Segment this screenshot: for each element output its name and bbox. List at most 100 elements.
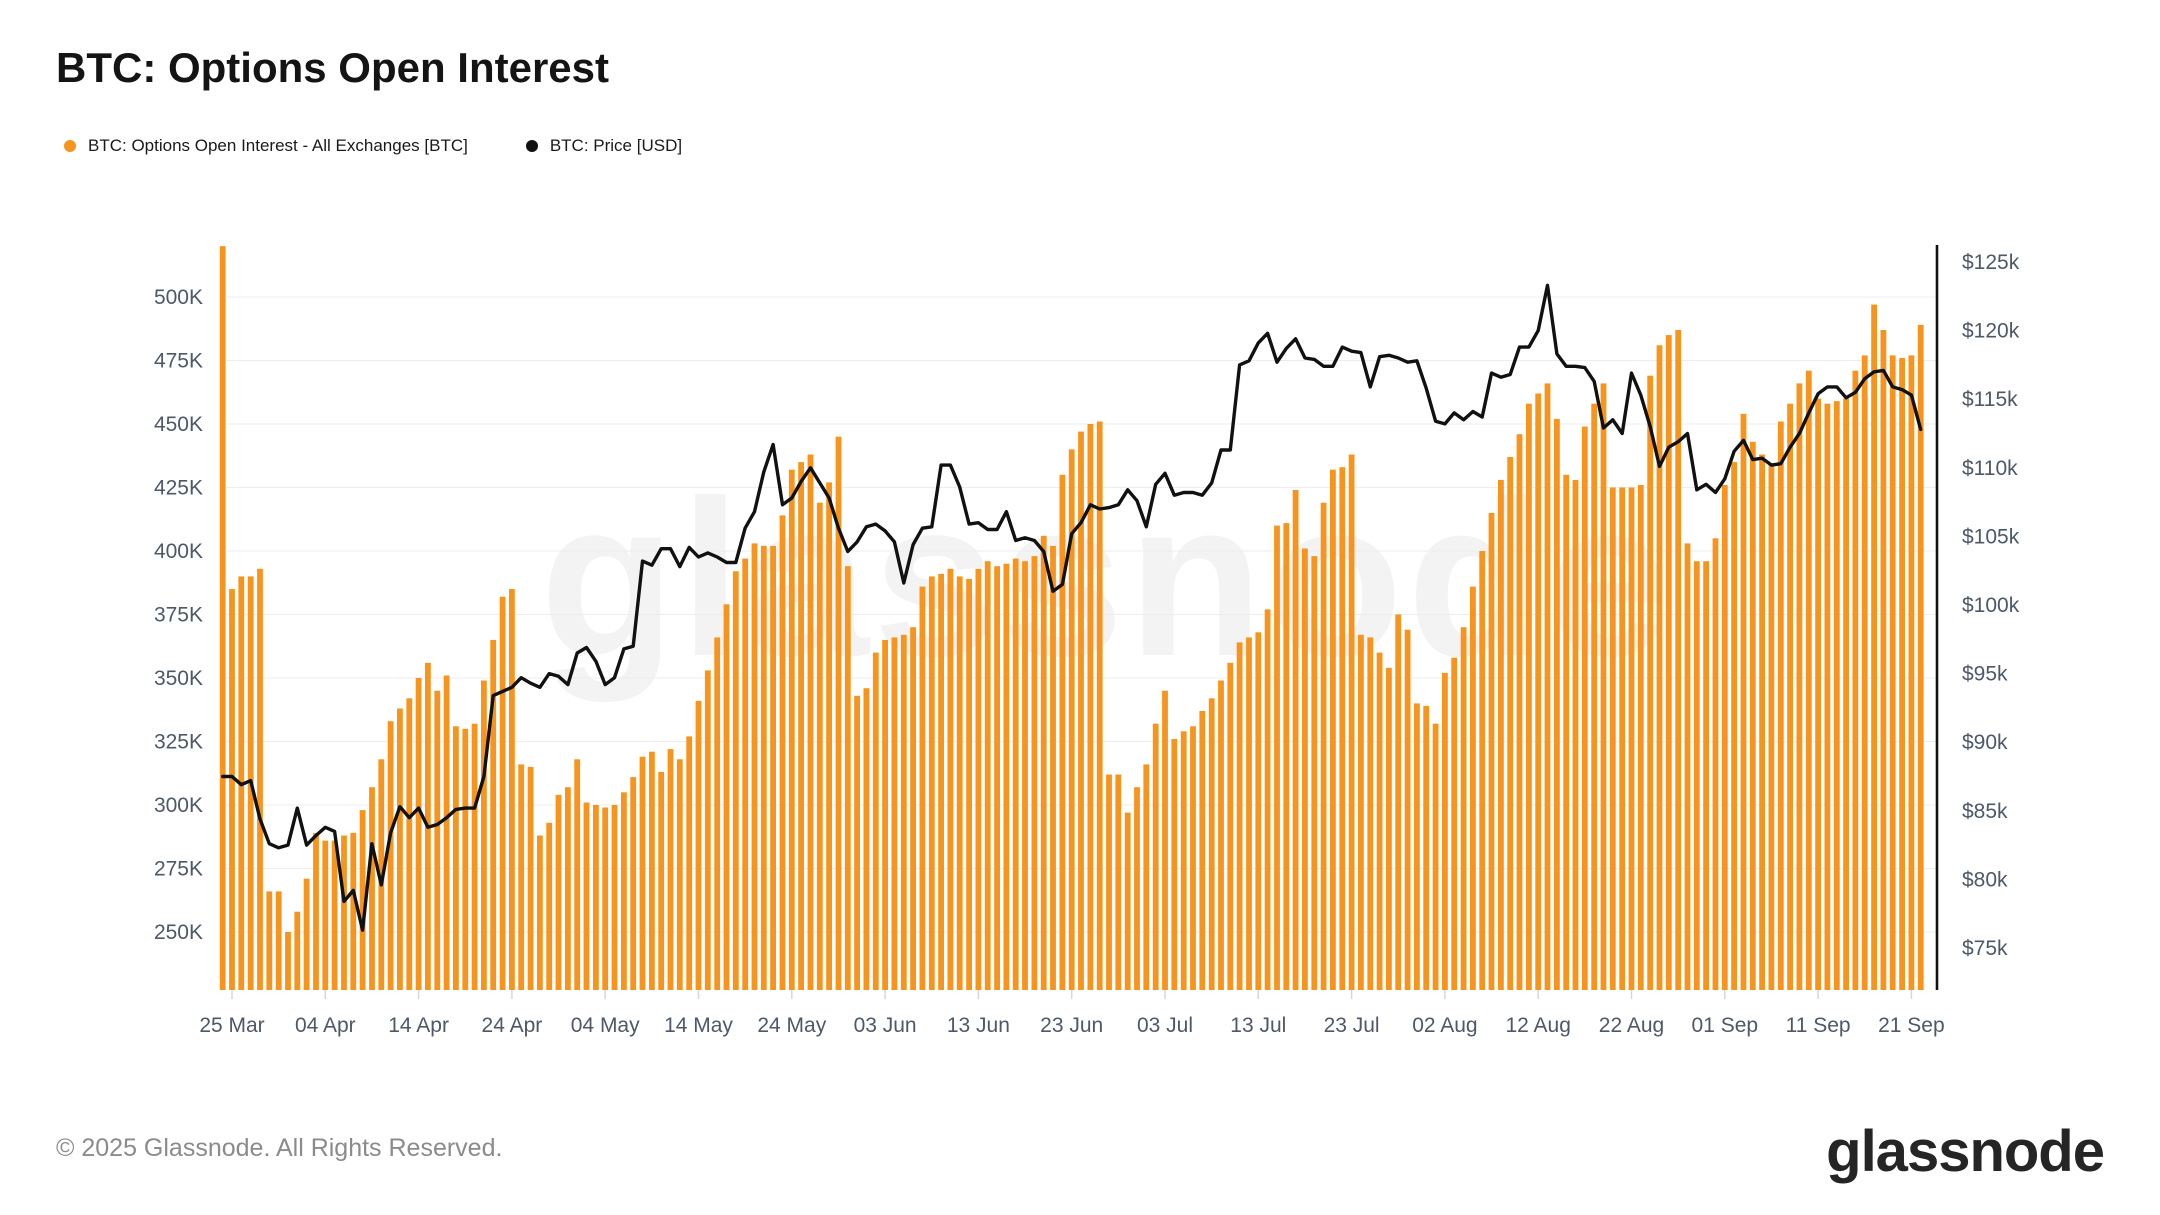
oi-bar[interactable] [322, 840, 329, 990]
oi-bar[interactable] [1022, 561, 1028, 990]
oi-bar[interactable] [938, 573, 944, 990]
oi-bar[interactable] [695, 700, 702, 990]
oi-bar[interactable] [1665, 335, 1672, 991]
oi-bar[interactable] [1488, 512, 1495, 990]
oi-bar[interactable] [471, 723, 478, 990]
oi-bar[interactable] [1591, 403, 1598, 990]
oi-bar[interactable] [257, 568, 263, 990]
oi-bar[interactable] [499, 596, 506, 990]
oi-bar[interactable] [1787, 403, 1793, 990]
oi-bar[interactable] [1554, 418, 1560, 990]
oi-bar[interactable] [1470, 586, 1476, 990]
oi-bar[interactable] [872, 652, 879, 990]
oi-bar[interactable] [1330, 469, 1336, 990]
oi-bar[interactable] [369, 787, 375, 990]
oi-bar[interactable] [1106, 774, 1112, 991]
oi-bar[interactable] [621, 792, 627, 990]
oi-bar[interactable] [854, 695, 860, 990]
oi-bar[interactable] [863, 688, 870, 990]
oi-bar[interactable] [704, 670, 711, 990]
oi-bar[interactable] [1264, 609, 1271, 990]
oi-bar[interactable] [975, 568, 982, 990]
oi-bar[interactable] [1115, 774, 1122, 991]
oi-bar[interactable] [1852, 370, 1859, 990]
oi-bar[interactable] [453, 726, 459, 990]
oi-bar[interactable] [1367, 637, 1374, 990]
oi-bar[interactable] [984, 561, 991, 990]
oi-bar[interactable] [1861, 355, 1868, 990]
oi-bar[interactable] [1124, 812, 1131, 990]
oi-bar[interactable] [1255, 632, 1262, 990]
oi-bar[interactable] [1647, 375, 1654, 990]
oi-bar[interactable] [1460, 627, 1467, 990]
oi-bar[interactable] [387, 721, 394, 990]
oi-bar[interactable] [1404, 629, 1411, 990]
oi-bar[interactable] [639, 756, 646, 990]
oi-bar[interactable] [1712, 538, 1719, 990]
oi-bar[interactable] [1386, 667, 1392, 990]
oi-bar[interactable] [527, 766, 534, 990]
oi-bar[interactable] [378, 759, 385, 990]
oi-bar[interactable] [1320, 502, 1327, 990]
oi-bar[interactable] [844, 566, 851, 990]
oi-bar[interactable] [1068, 449, 1075, 990]
oi-bar[interactable] [219, 246, 226, 990]
oi-bar[interactable] [770, 545, 776, 990]
oi-bar[interactable] [1302, 548, 1308, 991]
oi-bar[interactable] [1395, 614, 1402, 991]
oi-bar[interactable] [1432, 723, 1439, 990]
oi-bar[interactable] [826, 482, 832, 990]
oi-bar[interactable] [303, 878, 310, 990]
oi-bar[interactable] [788, 469, 795, 990]
oi-bar[interactable] [1684, 543, 1691, 990]
oi-bar[interactable] [1619, 487, 1626, 991]
oi-bar[interactable] [611, 805, 618, 990]
oi-bar[interactable] [546, 822, 553, 990]
oi-bar[interactable] [1656, 345, 1663, 990]
oi-bar[interactable] [537, 835, 543, 991]
oi-bar[interactable] [1815, 398, 1821, 991]
oi-bar[interactable] [1078, 431, 1084, 991]
oi-bar[interactable] [1180, 731, 1187, 990]
oi-bar[interactable] [1292, 490, 1299, 990]
oi-bar[interactable] [509, 589, 515, 990]
oi-bar[interactable] [947, 568, 954, 990]
oi-bar[interactable] [565, 787, 571, 990]
oi-bar[interactable] [1609, 487, 1616, 991]
oi-bar[interactable] [1843, 398, 1849, 991]
oi-bar[interactable] [1805, 370, 1812, 990]
oi-bar[interactable] [1050, 545, 1056, 990]
oi-bar[interactable] [760, 545, 767, 990]
oi-bar[interactable] [1423, 705, 1430, 990]
glassnode-logo[interactable]: glassnode [1826, 1119, 2105, 1184]
oi-bar[interactable] [1012, 558, 1019, 990]
oi-bar[interactable] [1693, 561, 1700, 990]
oi-bar[interactable] [1087, 424, 1094, 990]
oi-bar[interactable] [667, 749, 674, 990]
oi-bar[interactable] [1246, 637, 1252, 990]
oi-bar[interactable] [1535, 393, 1542, 991]
oi-bar[interactable] [583, 802, 590, 991]
oi-bar[interactable] [350, 832, 357, 990]
oi-bar[interactable] [994, 566, 1000, 990]
oi-bar[interactable] [490, 639, 497, 990]
oi-bar[interactable] [807, 454, 814, 991]
price-line[interactable] [220, 283, 1923, 932]
oi-bar[interactable] [1236, 642, 1243, 990]
oi-bar[interactable] [686, 736, 693, 990]
oi-bar[interactable] [910, 627, 916, 990]
oi-bar[interactable] [816, 502, 823, 990]
oi-bar[interactable] [1563, 474, 1570, 990]
oi-bar[interactable] [1675, 330, 1682, 990]
oi-bar[interactable] [1358, 634, 1364, 990]
oi-bar[interactable] [1880, 330, 1887, 990]
oi-bar[interactable] [1171, 739, 1178, 990]
oi-bar[interactable] [630, 777, 637, 990]
oi-bar[interactable] [1721, 485, 1728, 990]
oi-bar[interactable] [1134, 787, 1140, 990]
oi-bar[interactable] [1162, 690, 1168, 990]
oi-bar[interactable] [928, 576, 935, 990]
oi-bars[interactable] [219, 246, 1924, 991]
oi-bar[interactable] [751, 543, 758, 990]
oi-bar[interactable] [1376, 652, 1383, 990]
